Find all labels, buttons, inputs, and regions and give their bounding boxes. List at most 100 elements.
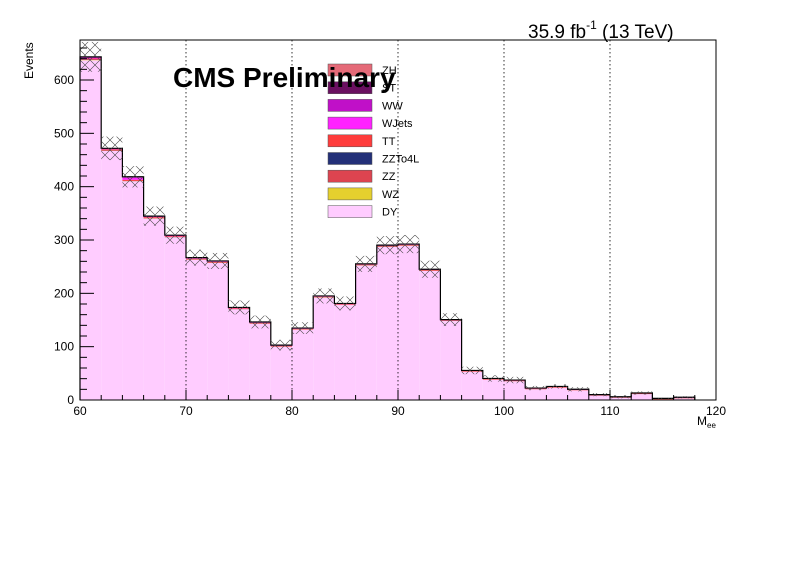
uncertainty-band-26 xyxy=(631,391,653,395)
uncertainty-band-24 xyxy=(588,393,610,397)
legend-swatch-st xyxy=(327,81,373,94)
bar-dy-23 xyxy=(567,390,589,400)
bar-dy-18 xyxy=(461,371,483,400)
x-tick-label-3: 90 xyxy=(391,404,405,418)
grid-lines xyxy=(185,40,611,400)
y-tick-label-5: 500 xyxy=(54,126,74,140)
uncertainty-band-14 xyxy=(376,236,398,255)
legend-swatch-zzto4l xyxy=(327,152,373,165)
x-axis-title: Mee xyxy=(697,414,716,430)
uncertainty-band-12 xyxy=(334,296,356,311)
x-tick-label-5: 110 xyxy=(600,404,619,418)
legend-swatch-tt xyxy=(327,134,373,148)
legend-swatch-dy xyxy=(327,205,373,218)
uncertainty-band-15 xyxy=(398,234,420,254)
chart-title: CMS Preliminary xyxy=(173,62,396,93)
bar-dy-19 xyxy=(482,379,504,400)
luminosity-energy: (13 TeV) xyxy=(597,22,674,43)
legend-swatch-ww xyxy=(327,99,373,112)
x-tick-label-2: 80 xyxy=(285,404,299,418)
x-axis-title-main: M xyxy=(697,414,707,428)
bar-dy-3 xyxy=(143,218,165,400)
uncertainty-band-19 xyxy=(482,375,504,382)
legend-label-tt: TT xyxy=(382,136,396,148)
legend-label-zzto4l: ZZTo4L xyxy=(382,154,419,166)
uncertainty-band-8 xyxy=(249,315,271,329)
bar-dy-5 xyxy=(186,259,208,400)
legend-label-st: ST xyxy=(382,83,396,95)
luminosity-superscript: -1 xyxy=(586,18,597,32)
bar-dy-12 xyxy=(334,305,356,400)
legend: ZH ST WW WJets TT ZZTo4L ZZ WZ DY xyxy=(327,63,419,219)
x-tick-label-4: 100 xyxy=(494,404,514,418)
legend-swatch-wz xyxy=(327,187,373,201)
uncertainty-band-0 xyxy=(80,41,102,72)
uncertainty-band-1 xyxy=(101,136,123,161)
uncertainty-band-4 xyxy=(164,226,186,244)
bar-dy-8 xyxy=(249,323,271,400)
uncertainty-band-9 xyxy=(270,339,292,351)
y-tick-label-6: 600 xyxy=(54,73,74,87)
uncertainty-band-10 xyxy=(292,322,314,334)
x-tick-label-0: 60 xyxy=(73,404,87,418)
y-tick-label-1: 100 xyxy=(54,340,74,354)
legend-label-dy: DY xyxy=(382,207,398,219)
uncertainty-band-18 xyxy=(461,366,483,375)
x-tick-label-1: 70 xyxy=(179,404,193,418)
uncertainty-band-3 xyxy=(143,206,165,226)
bar-dy-14 xyxy=(376,246,398,400)
bar-dy-21 xyxy=(525,389,547,400)
y-tick-label-4: 400 xyxy=(54,180,74,194)
luminosity-value: 35.9 fb xyxy=(528,22,586,43)
uncertainty-band-5 xyxy=(186,249,208,266)
axis-ticks: 60 70 80 90 100 110 120 0 100 200 300 400 500 600 xyxy=(54,47,726,418)
luminosity-label: 35.9 fb-1 (13 TeV) xyxy=(528,18,674,43)
legend-swatch-wjets xyxy=(327,116,373,130)
bar-dy-26 xyxy=(631,394,653,400)
x-tick-label-6: 120 xyxy=(706,404,726,418)
bar-dy-13 xyxy=(355,265,377,400)
bar-dy-11 xyxy=(313,297,335,400)
bar-dy-1 xyxy=(101,150,123,400)
bar-dy-22 xyxy=(546,387,568,400)
bar-dy-4 xyxy=(164,237,186,400)
uncertainty-band-23 xyxy=(567,387,589,392)
bar-dy-7 xyxy=(228,309,250,400)
bar-dy-10 xyxy=(292,329,314,400)
uncertainty-band-21 xyxy=(525,385,547,391)
legend-label-wjets: WJets xyxy=(382,118,413,130)
uncertainty-band-28 xyxy=(673,396,695,399)
bar-dy-28 xyxy=(673,398,695,400)
legend-swatch-zz xyxy=(327,169,373,183)
bar-dy-17 xyxy=(440,321,462,400)
legend-swatch-zh xyxy=(327,63,373,77)
legend-label-ww: WW xyxy=(382,100,403,112)
uncertainty-band-11 xyxy=(313,288,335,304)
uncertainty-band-27 xyxy=(652,397,674,399)
bar-dy-20 xyxy=(504,381,526,400)
legend-label-zh: ZH xyxy=(382,65,397,77)
bar-dy-15 xyxy=(398,245,420,400)
y-axis-title: Events xyxy=(22,42,36,79)
bar-dy-0 xyxy=(80,60,102,401)
uncertainty-band-16 xyxy=(419,260,441,278)
uncertainty-band-13 xyxy=(355,255,377,272)
legend-label-wz: WZ xyxy=(382,189,399,201)
bar-dy-16 xyxy=(419,270,441,400)
bar-dy-25 xyxy=(610,397,632,400)
bar-dy-9 xyxy=(270,346,292,400)
uncertainty-bands xyxy=(80,41,695,399)
bar-dy-24 xyxy=(588,395,610,400)
y-tick-label-2: 200 xyxy=(54,286,74,300)
uncertainty-band-17 xyxy=(440,313,462,327)
uncertainty-band-7 xyxy=(228,300,250,315)
y-tick-label-3: 300 xyxy=(54,233,74,247)
x-axis-title-sub: ee xyxy=(707,421,716,430)
uncertainty-band-25 xyxy=(610,395,632,399)
uncertainty-band-20 xyxy=(504,376,526,384)
y-tick-label-0: 0 xyxy=(67,393,74,407)
uncertainty-band-6 xyxy=(207,252,229,269)
stacked-bars xyxy=(80,56,695,401)
bar-dy-6 xyxy=(207,262,229,400)
legend-label-zz: ZZ xyxy=(382,171,396,183)
